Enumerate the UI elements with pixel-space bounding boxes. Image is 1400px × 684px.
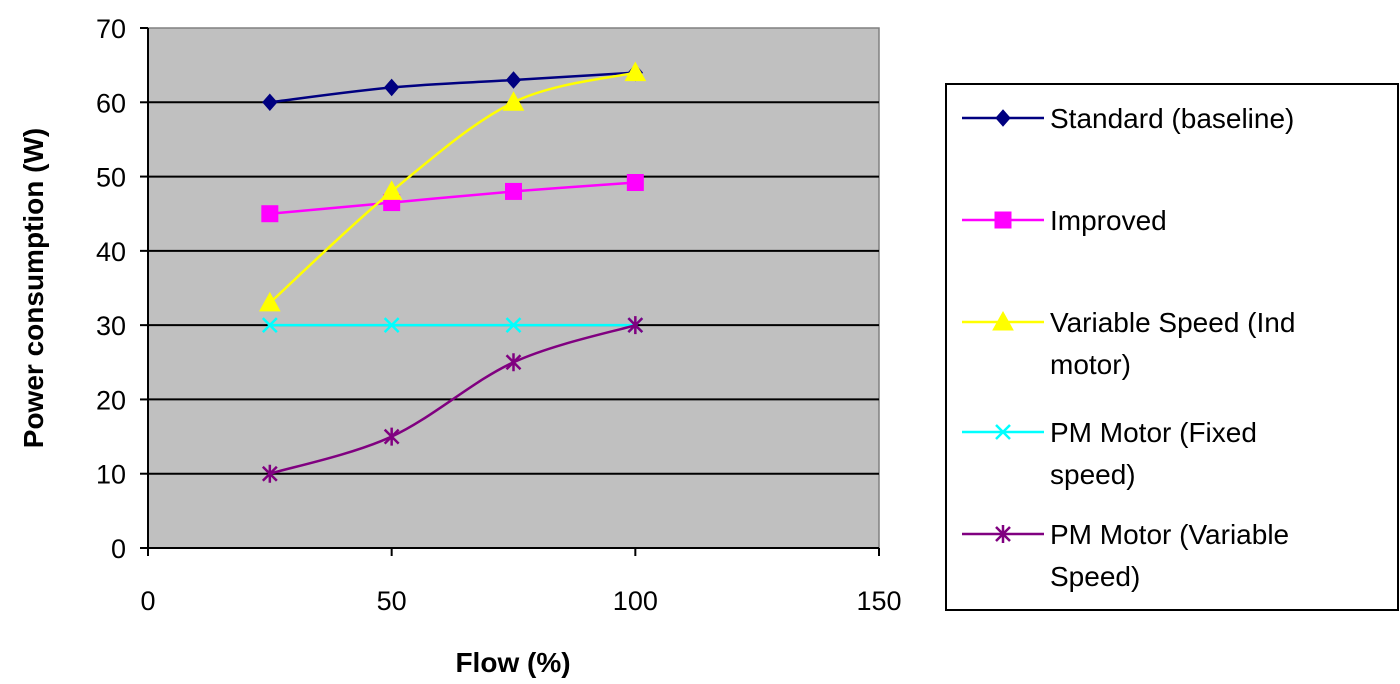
data-point-marker <box>505 353 522 372</box>
data-point-marker <box>505 71 522 89</box>
y-tick-label: 70 <box>96 14 126 44</box>
x-axis-title: Flow (%) <box>455 647 570 678</box>
data-point-marker <box>261 317 278 334</box>
legend-marker <box>992 310 1014 331</box>
legend-label: Variable Speed (Ind <box>1050 307 1295 338</box>
x-tick-label: 50 <box>377 586 407 616</box>
legend-box <box>945 83 1399 611</box>
y-axis-title: Power consumption (W) <box>18 128 49 448</box>
series-line <box>269 181 636 215</box>
y-tick-label: 10 <box>96 460 126 490</box>
x-tick-label: 150 <box>856 586 901 616</box>
legend-label: Speed) <box>1050 561 1140 592</box>
x-tick-label: 0 <box>140 586 155 616</box>
data-point-marker <box>383 317 400 334</box>
data-point-marker <box>626 174 644 192</box>
data-point-marker <box>502 91 525 111</box>
data-point-marker <box>383 427 400 446</box>
axes: 0 10 20 30 40 50 60 70 0 50 100 150 <box>96 14 902 616</box>
series-lines <box>258 61 647 483</box>
legend: Standard (baseline) Improved Variable Spee… <box>945 83 1399 611</box>
data-point-marker <box>384 78 400 97</box>
y-tick-label: 50 <box>96 163 126 193</box>
data-point-marker <box>261 205 279 223</box>
x-tick-label: 100 <box>613 586 658 616</box>
legend-label: speed) <box>1050 459 1136 490</box>
data-point-marker <box>624 61 647 82</box>
data-point-marker <box>258 291 281 312</box>
series-line <box>269 71 636 104</box>
series-line <box>269 323 636 475</box>
data-point-marker <box>627 316 644 335</box>
legend-marker <box>995 424 1011 440</box>
data-point-marker <box>505 182 522 200</box>
data-point-marker <box>261 464 278 483</box>
y-tick-label: 40 <box>96 237 126 267</box>
y-tick-label: 0 <box>111 534 126 564</box>
legend-label: PM Motor (Variable <box>1050 519 1289 550</box>
legend-label: motor) <box>1050 349 1131 380</box>
legend-label: Improved <box>1050 205 1167 236</box>
y-tick-label: 20 <box>96 385 126 415</box>
legend-marker <box>994 211 1012 229</box>
y-tick-label: 60 <box>96 88 126 118</box>
plot-area <box>147 27 880 549</box>
data-point-marker <box>380 180 403 200</box>
series-line <box>268 71 636 304</box>
legend-label: PM Motor (Fixed <box>1050 417 1257 448</box>
y-tick-label: 30 <box>96 311 126 341</box>
legend-marker <box>995 109 1011 127</box>
legend-marker <box>995 525 1011 543</box>
legend-label: Standard (baseline) <box>1050 103 1294 134</box>
data-point-marker <box>505 317 522 334</box>
data-point-marker <box>262 93 278 112</box>
